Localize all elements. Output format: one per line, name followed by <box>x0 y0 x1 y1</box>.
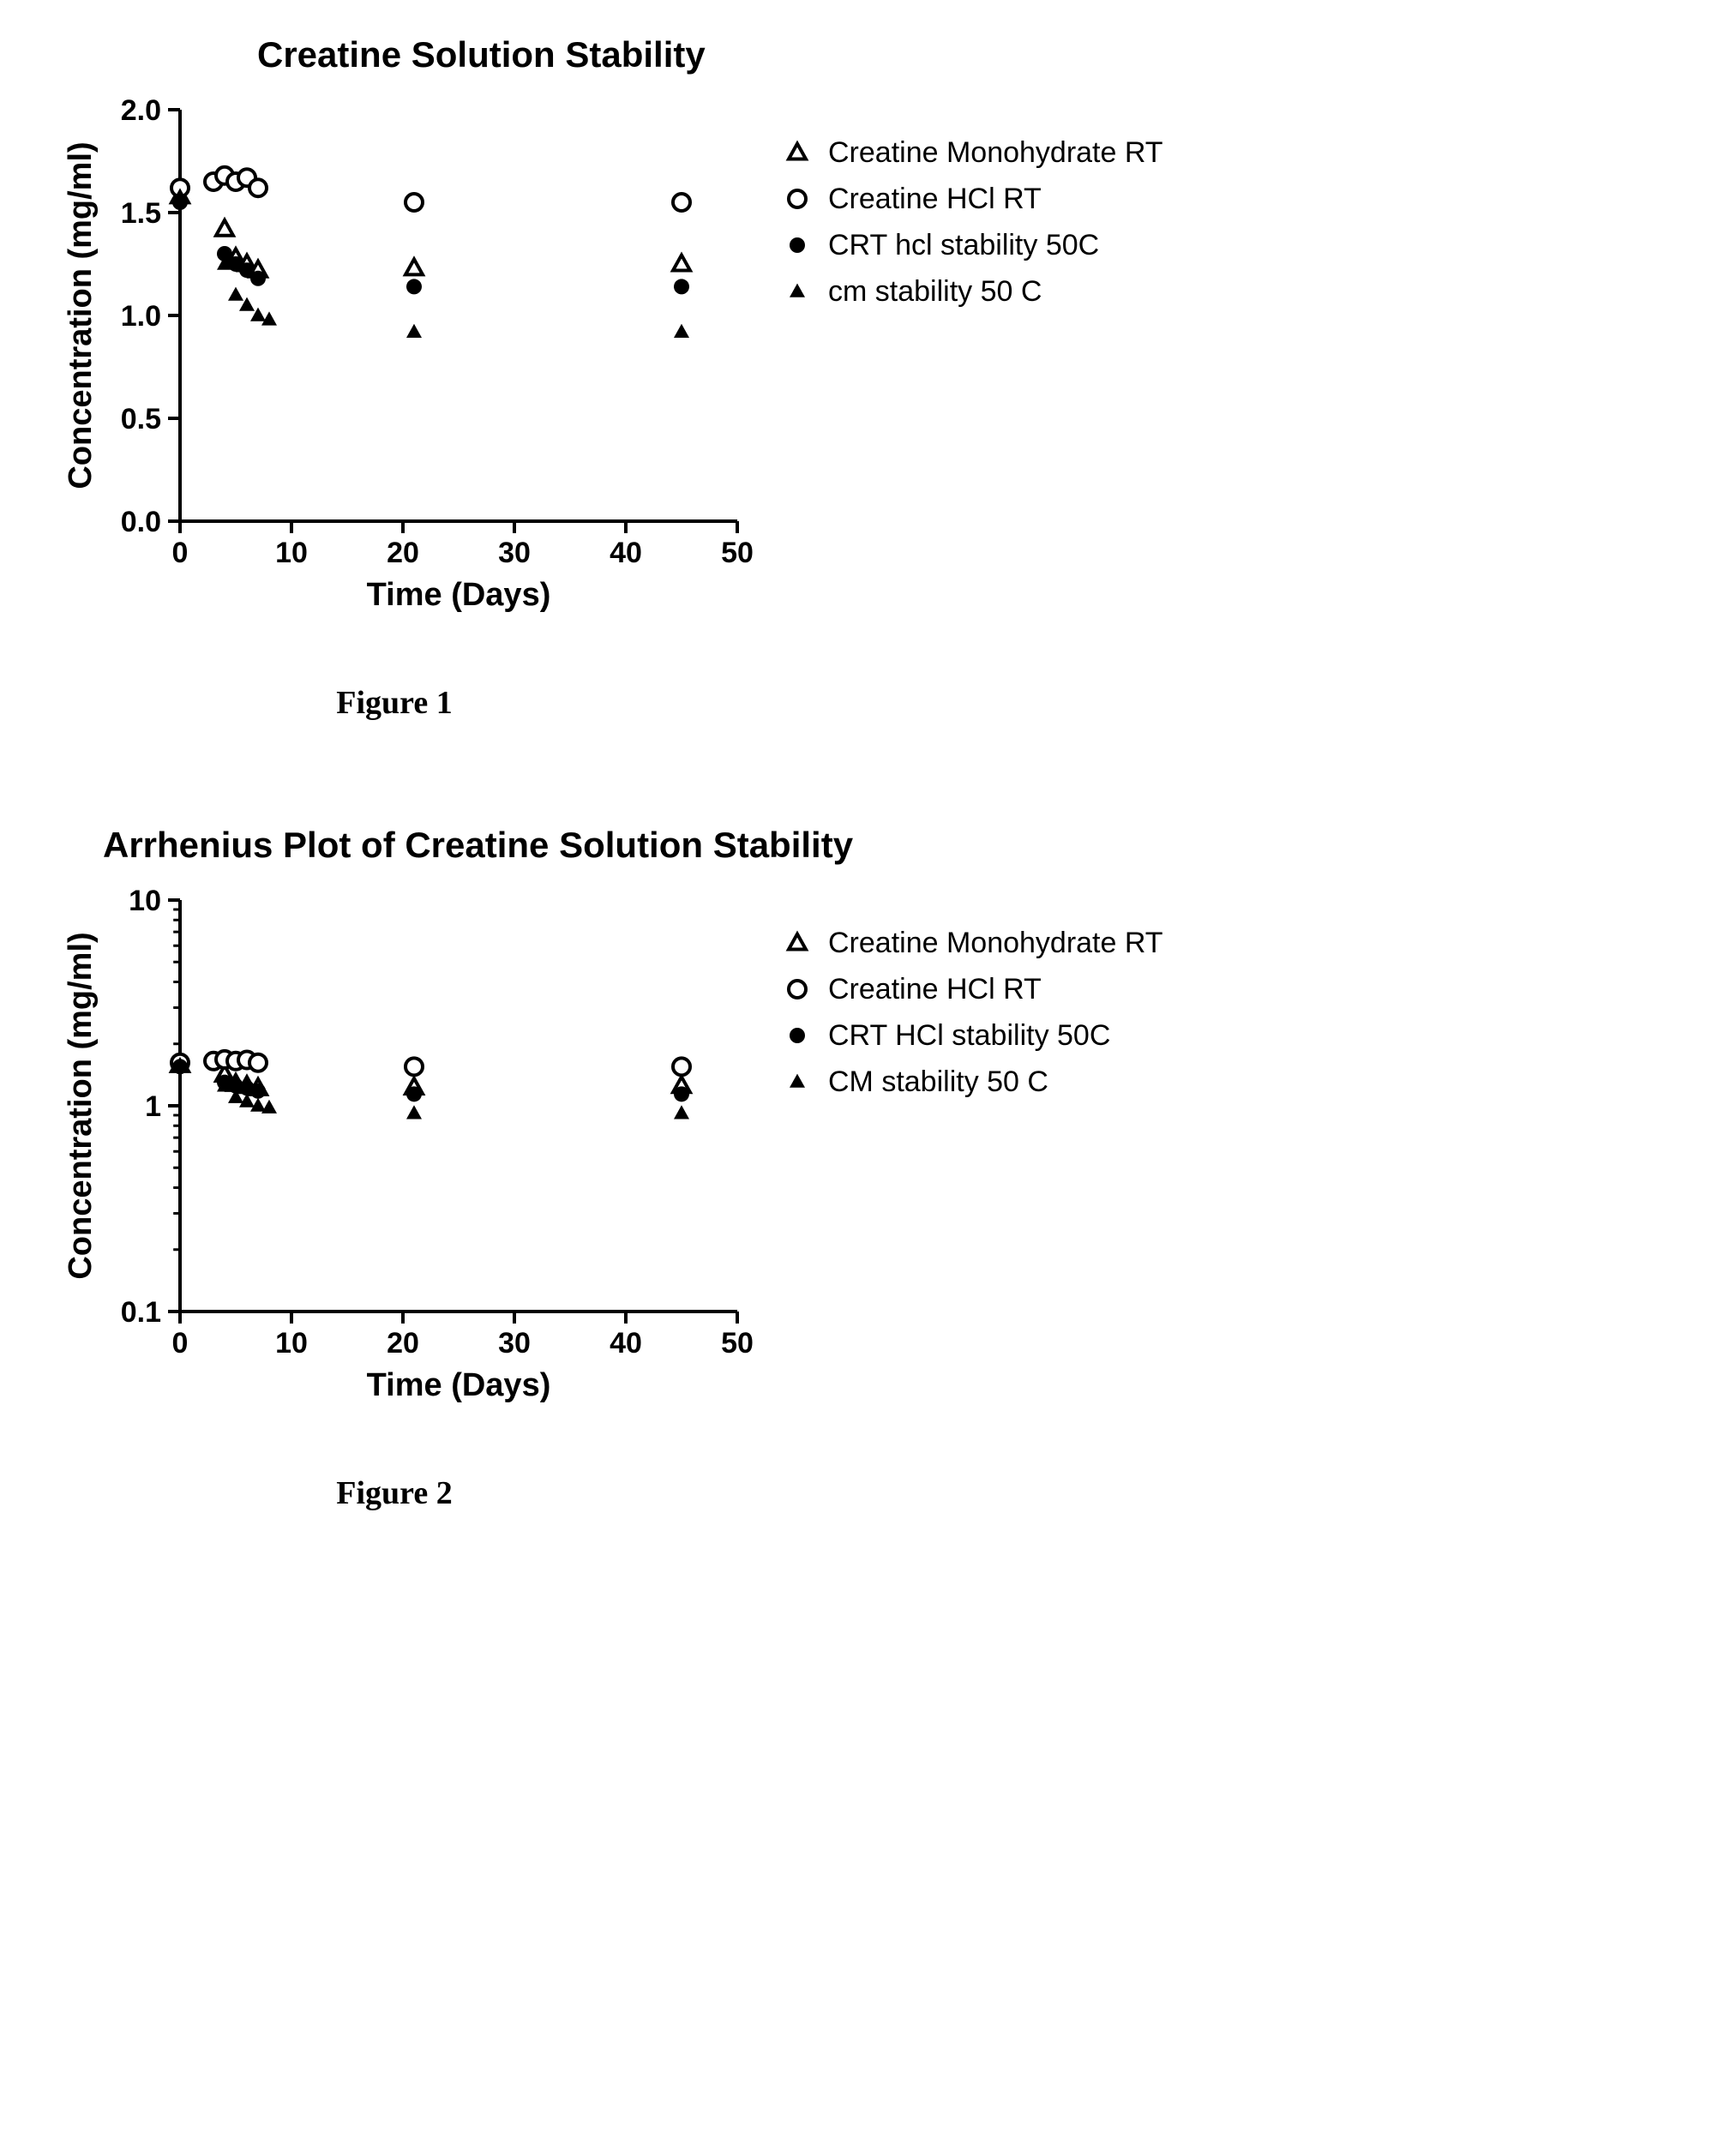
svg-text:50: 50 <box>721 537 754 569</box>
svg-text:20: 20 <box>387 1327 419 1360</box>
legend-label: CRT HCl stability 50C <box>828 1019 1110 1053</box>
chart-area: 0 10 20 30 40 50 0.1 1 10 Time (Days) Concentratio… <box>34 874 754 1423</box>
svg-text:0.5: 0.5 <box>121 403 161 435</box>
legend-label: Creatine HCl RT <box>828 973 1042 1006</box>
svg-text:20: 20 <box>387 537 419 569</box>
legend-marker-icon <box>780 228 814 262</box>
svg-text:10: 10 <box>275 1327 308 1360</box>
legend-item: CRT HCl stability 50C <box>780 1018 1163 1053</box>
svg-text:1: 1 <box>145 1090 161 1123</box>
legend-label: Creatine Monohydrate RT <box>828 136 1163 170</box>
legend-label: Creatine HCl RT <box>828 183 1042 216</box>
legend-marker-icon <box>780 926 814 960</box>
figure-caption: Figure 2 <box>34 1474 754 1512</box>
legend-item: Creatine Monohydrate RT <box>780 135 1163 170</box>
svg-text:0.1: 0.1 <box>121 1296 161 1329</box>
chart-svg: 0 10 20 30 40 50 0.0 0.5 1.0 1.5 2.0 Time (Days) Con… <box>34 84 754 633</box>
legend-label: CM stability 50 C <box>828 1065 1048 1099</box>
legend-item: Creatine Monohydrate RT <box>780 926 1163 960</box>
svg-text:Time (Days): Time (Days) <box>367 577 551 613</box>
figure-caption: Figure 1 <box>34 684 754 722</box>
legend: Creatine Monohydrate RT Creatine HCl RT CR… <box>780 135 1163 321</box>
legend-label: cm stability 50 C <box>828 275 1042 309</box>
legend-marker-icon <box>780 135 814 170</box>
legend-item: CRT hcl stability 50C <box>780 228 1163 262</box>
svg-text:2.0: 2.0 <box>121 94 161 127</box>
svg-text:0: 0 <box>172 537 189 569</box>
legend-marker-icon <box>780 1065 814 1099</box>
legend-item: CM stability 50 C <box>780 1065 1163 1099</box>
legend-item: Creatine HCl RT <box>780 972 1163 1006</box>
svg-text:40: 40 <box>610 537 642 569</box>
legend: Creatine Monohydrate RT Creatine HCl RT CR… <box>780 926 1163 1111</box>
svg-text:Time (Days): Time (Days) <box>367 1367 551 1403</box>
svg-text:Concentration (mg/ml): Concentration (mg/ml) <box>63 141 99 489</box>
figure-block: Creatine Solution Stability 010203040500… <box>34 34 1702 722</box>
legend-item: cm stability 50 C <box>780 274 1163 309</box>
svg-text:30: 30 <box>498 537 531 569</box>
svg-text:Concentration (mg/ml): Concentration (mg/ml) <box>63 932 99 1279</box>
svg-text:30: 30 <box>498 1327 531 1360</box>
legend-marker-icon <box>780 182 814 216</box>
chart-area: 0 10 20 30 40 50 0.0 0.5 1.0 1.5 2.0 Time (Days) Con… <box>34 84 754 633</box>
chart-title: Creatine Solution Stability <box>257 34 1183 75</box>
svg-text:0: 0 <box>172 1327 189 1360</box>
svg-text:0.0: 0.0 <box>121 506 161 538</box>
legend-marker-icon <box>780 1018 814 1053</box>
figure-block: Arrhenius Plot of Creatine Solution Stab… <box>34 825 1702 1512</box>
legend-label: CRT hcl stability 50C <box>828 229 1099 262</box>
legend-item: Creatine HCl RT <box>780 182 1163 216</box>
svg-text:10: 10 <box>129 885 161 917</box>
legend-marker-icon <box>780 972 814 1006</box>
legend-label: Creatine Monohydrate RT <box>828 927 1163 960</box>
svg-text:1.5: 1.5 <box>121 197 161 230</box>
svg-text:10: 10 <box>275 537 308 569</box>
chart-title: Arrhenius Plot of Creatine Solution Stab… <box>103 825 1183 866</box>
legend-marker-icon <box>780 274 814 309</box>
svg-text:40: 40 <box>610 1327 642 1360</box>
chart-svg: 0 10 20 30 40 50 0.1 1 10 Time (Days) Concentratio… <box>34 874 754 1423</box>
svg-text:50: 50 <box>721 1327 754 1360</box>
svg-text:1.0: 1.0 <box>121 300 161 333</box>
